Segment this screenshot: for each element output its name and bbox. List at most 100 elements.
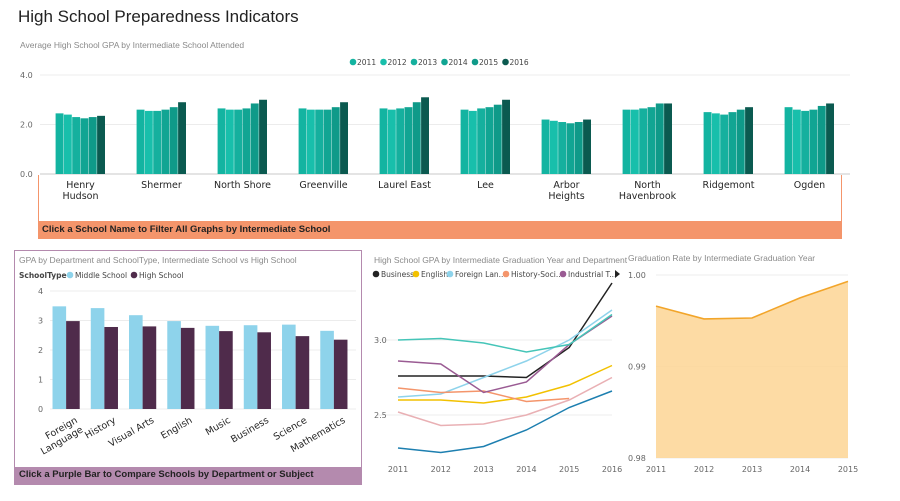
- bar-middle-school: [205, 325, 220, 409]
- school-label: Havenbrook: [619, 191, 677, 202]
- legend-label: Foreign Lan...: [455, 270, 506, 279]
- bar-2016: [826, 103, 834, 174]
- legend-marker: [66, 271, 74, 279]
- bar-2015: [655, 103, 664, 174]
- bar-2013: [801, 110, 810, 174]
- gpa-by-school-title: Average High School GPA by Intermediate …: [20, 40, 245, 50]
- bar-2012: [792, 109, 801, 174]
- bar-middle-school: [282, 324, 296, 409]
- legend-marker: [502, 270, 510, 278]
- bar-2014: [485, 107, 494, 174]
- legend-marker: [502, 58, 509, 66]
- bar-2012: [225, 109, 234, 174]
- bar-2014: [728, 112, 737, 174]
- legend-marker: [349, 58, 357, 66]
- bar-2013: [639, 108, 648, 174]
- legend-marker: [372, 270, 380, 278]
- school-filter-frame: [38, 175, 842, 222]
- bar-2013: [315, 109, 324, 174]
- legend-title: SchoolType: [19, 271, 67, 280]
- school-label: Arbor: [553, 180, 579, 191]
- bar-2014: [647, 107, 656, 174]
- bar-2012: [630, 109, 639, 174]
- bar-2011: [541, 119, 550, 174]
- x-tick-label: 2015: [559, 465, 579, 474]
- bar-2014: [323, 109, 332, 174]
- legend-marker: [410, 58, 418, 66]
- bar-2015: [412, 102, 421, 174]
- y-tick-label: 0.99: [628, 363, 646, 372]
- legend-label: 2016: [510, 58, 529, 67]
- bar-2016: [502, 99, 510, 174]
- line-series-4: [397, 387, 570, 403]
- legend-marker: [380, 58, 387, 66]
- x-tick-label: 2015: [838, 465, 858, 474]
- legend-marker: [446, 270, 454, 278]
- legend-marker: [471, 58, 479, 66]
- y-tick-label: 2.0: [20, 121, 33, 130]
- line-series-3: [397, 309, 613, 398]
- bar-2012: [63, 114, 72, 174]
- bar-2015: [169, 107, 178, 174]
- legend-next-icon: [615, 270, 620, 278]
- legend-label: History-Soci...: [511, 270, 563, 279]
- legend-marker: [441, 58, 448, 66]
- school-label: Ogden: [794, 180, 825, 191]
- bar-2016: [178, 102, 186, 174]
- x-tick-label: 2014: [516, 465, 536, 474]
- y-tick-label: 3: [38, 317, 43, 326]
- department-line-chart-title: High School GPA by Intermediate Graduati…: [374, 255, 628, 265]
- legend-label: 2015: [479, 58, 498, 67]
- school-label: North: [634, 180, 661, 191]
- bar-2016: [664, 103, 672, 174]
- legend-label: Industrial T...: [568, 270, 616, 279]
- bar-2014: [161, 109, 170, 174]
- bar-2011: [460, 109, 469, 174]
- bar-2013: [558, 122, 567, 174]
- bar-2015: [88, 117, 97, 174]
- x-tick-label: 2016: [602, 465, 622, 474]
- bar-2011: [703, 112, 712, 174]
- bar-2013: [720, 114, 729, 174]
- bar-2011: [379, 108, 388, 174]
- line-series-2: [398, 364, 613, 404]
- bar-2012: [549, 120, 558, 174]
- legend-label: High School: [139, 271, 184, 280]
- line-series-1: [398, 282, 613, 379]
- school-label: Henry: [66, 180, 95, 191]
- school-label: North Shore: [214, 180, 271, 191]
- bar-high-school: [257, 332, 271, 409]
- x-tick-label: 2011: [388, 465, 408, 474]
- legend-label: Business: [381, 270, 414, 279]
- bar-2016: [583, 119, 591, 174]
- bar-2011: [217, 108, 226, 174]
- school-label: Laurel East: [378, 180, 431, 191]
- graduation-area: [656, 281, 848, 458]
- bar-2013: [153, 110, 162, 174]
- legend-label: 2013: [418, 58, 437, 67]
- y-tick-label: 1.00: [628, 271, 646, 280]
- bar-high-school: [142, 326, 157, 409]
- y-tick-label: 0: [38, 405, 43, 414]
- y-tick-label: 2.5: [374, 411, 387, 420]
- bar-2015: [574, 122, 583, 174]
- legend-marker: [559, 270, 567, 278]
- graduation-rate-title: Graduation Rate by Intermediate Graduati…: [628, 253, 816, 263]
- gpa-by-school-chart[interactable]: 0.0 2.0 4.0 2011 2012 2013 2014 2015 2016 HenryHu…: [0, 0, 900, 240]
- bar-2011: [622, 109, 631, 174]
- bar-2013: [396, 108, 405, 174]
- bar-2011: [298, 108, 307, 174]
- legend-label: 2014: [449, 58, 468, 67]
- bar-2012: [306, 109, 315, 174]
- legend-marker: [130, 271, 138, 279]
- bar-high-school: [295, 336, 310, 409]
- school-filter-banner: Click a School Name to Filter All Graphs…: [38, 222, 842, 239]
- bar-2015: [817, 105, 826, 174]
- x-tick-label: 2012: [431, 465, 451, 474]
- page-title: High School Preparedness Indicators: [18, 7, 299, 26]
- bar-2011: [136, 109, 145, 174]
- bar-middle-school: [52, 306, 67, 409]
